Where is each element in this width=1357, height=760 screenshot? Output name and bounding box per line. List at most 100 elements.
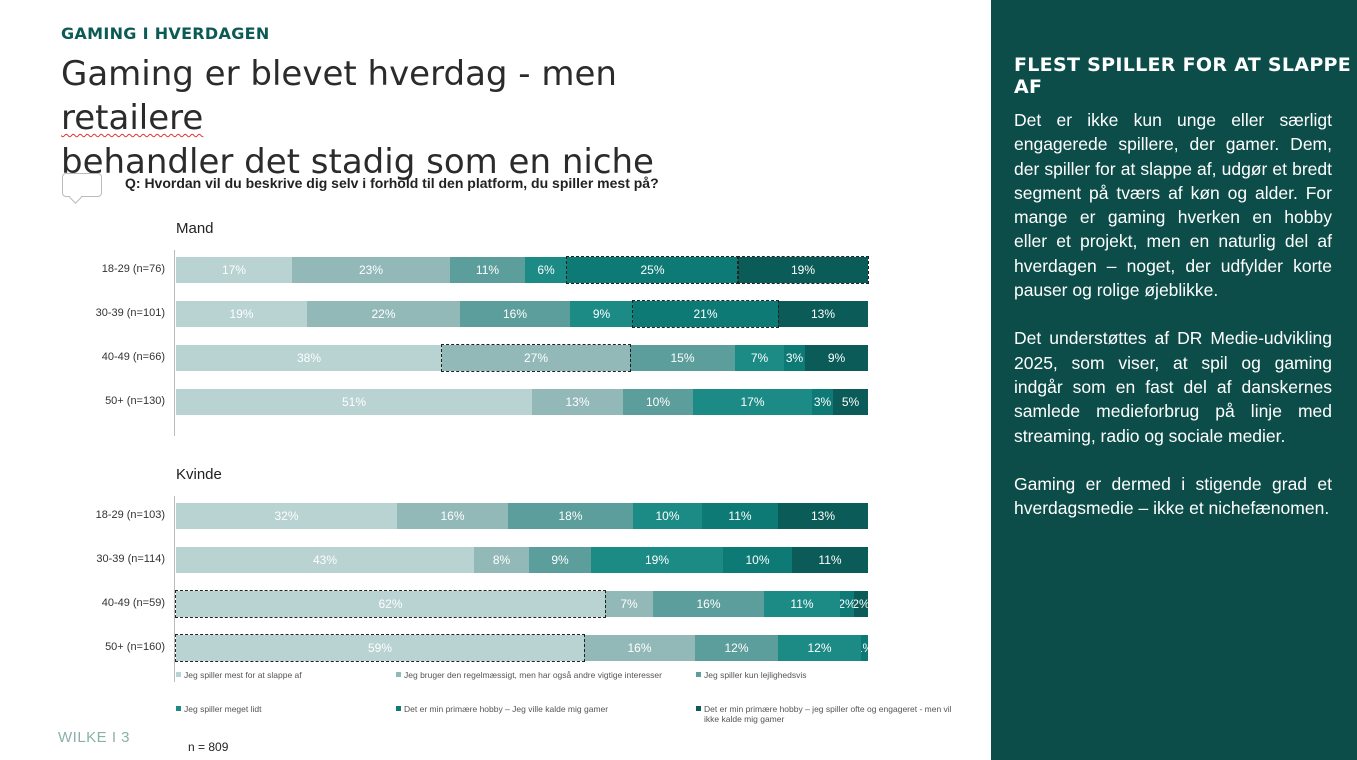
- legend-swatch: [696, 706, 701, 711]
- footer-page-number: WILKE I 3: [58, 729, 131, 746]
- bar-row: 38% 27% 15% 7% 3% 9%: [176, 345, 868, 371]
- bar-segment: 10%: [723, 547, 792, 573]
- legend-swatch: [396, 706, 401, 711]
- section-kicker: GAMING I HVERDAGEN: [61, 24, 270, 43]
- bar-segment: 13%: [532, 389, 623, 415]
- row-label: 50+ (n=130): [105, 395, 165, 407]
- bar-segment: 25%: [567, 257, 738, 283]
- row-label: 40-49 (n=59): [101, 597, 165, 609]
- bar-segment: 13%: [778, 301, 868, 327]
- legend-item: Jeg bruger den regelmæssigt, men har ogs…: [396, 670, 676, 680]
- bar-segment: 11%: [792, 547, 868, 573]
- bar-segment: 16%: [460, 301, 570, 327]
- axis-line: [174, 496, 175, 682]
- legend-item: Jeg spiller kun lejlighedsvis: [696, 670, 896, 680]
- bar-segment: 23%: [292, 257, 450, 283]
- bar-row: 51% 13% 10% 17% 3% 5%: [176, 389, 868, 415]
- row-label: 30-39 (n=114): [96, 553, 165, 565]
- row-label: 18-29 (n=76): [101, 263, 165, 275]
- row-label: 50+ (n=160): [105, 641, 165, 653]
- bar-segment: 27%: [442, 345, 630, 371]
- bar-segment: 9%: [570, 301, 633, 327]
- bar-segment: 15%: [630, 345, 735, 371]
- bar-segment: 10%: [633, 503, 702, 529]
- bar-segment: 3%: [812, 389, 833, 415]
- sidebar-paragraph-3: Gaming er dermed i stigende grad et hver…: [1014, 473, 1332, 519]
- legend-label: Jeg bruger den regelmæssigt, men har ogs…: [404, 670, 662, 680]
- legend-label: Jeg spiller kun lejlighedsvis: [704, 670, 807, 680]
- bar-segment: 13%: [778, 503, 868, 529]
- title-line2: behandler det stadig som en niche: [61, 142, 654, 182]
- bar-segment: 18%: [508, 503, 633, 529]
- bar-segment: 16%: [653, 591, 764, 617]
- bar-segment: 9%: [805, 345, 868, 371]
- bar-row: 62%7%16%11%2%2%: [176, 591, 868, 617]
- bar-segment: 16%: [584, 635, 695, 661]
- axis-line: [174, 250, 175, 436]
- chart-legend: Jeg spiller mest for at slappe af Jeg bru…: [176, 670, 966, 730]
- bar-segment: 19%: [176, 301, 307, 327]
- bar-segment: 2%: [854, 591, 868, 617]
- bar-row: 59%16%12%12%1%: [176, 635, 868, 661]
- bar-segment: 12%: [778, 635, 861, 661]
- title-line1-part-b: retailere: [61, 98, 204, 138]
- bar-segment: 11%: [702, 503, 778, 529]
- bar-row: 19% 22% 16% 9% 21% 13%: [176, 301, 868, 327]
- bar-segment: 9%: [529, 547, 591, 573]
- bar-segment: 38%: [176, 345, 442, 371]
- bar-segment: 2%: [840, 591, 854, 617]
- legend-swatch: [176, 706, 181, 711]
- sidebar-paragraph-1: Det er ikke kun unge eller særligt engag…: [1014, 110, 1332, 301]
- bar-segment: 7%: [605, 591, 653, 617]
- legend-label: Jeg spiller meget lidt: [184, 704, 262, 714]
- bar-segment: 21%: [633, 301, 778, 327]
- bar-row: 32% 16% 18% 10% 11% 13%: [176, 503, 868, 529]
- bar-segment: 3%: [784, 345, 805, 371]
- bar-segment: 6%: [525, 257, 567, 283]
- legend-swatch: [696, 672, 701, 677]
- legend-label: Det er min primære hobby – jeg spiller o…: [704, 704, 952, 724]
- sample-size: n = 809: [188, 740, 229, 754]
- sidebar-title: FLEST SPILLER FOR AT SLAPPE AF: [1014, 54, 1352, 98]
- group-label-kvinde: Kvinde: [176, 466, 222, 483]
- bar-segment: 8%: [474, 547, 529, 573]
- legend-item: Jeg spiller meget lidt: [176, 704, 376, 714]
- legend-swatch: [176, 672, 181, 677]
- bar-segment: 32%: [176, 503, 397, 529]
- legend-item: Det er min primære hobby – Jeg ville kal…: [396, 704, 676, 714]
- legend-swatch: [396, 672, 401, 677]
- page-title: Gaming er blevet hverdag - men retailere…: [61, 52, 761, 184]
- bar-segment: 16%: [397, 503, 508, 529]
- sidebar-body: Det er ikke kun unge eller særligt engag…: [1014, 108, 1332, 544]
- bar-segment: 59%: [176, 635, 584, 661]
- bar-segment: 17%: [176, 257, 292, 283]
- legend-label: Det er min primære hobby – Jeg ville kal…: [404, 704, 609, 714]
- bar-row: 43% 8% 9% 19% 10% 11%: [176, 547, 868, 573]
- sidebar-panel: FLEST SPILLER FOR AT SLAPPE AF Det er ik…: [991, 0, 1357, 760]
- bar-segment: 1%: [861, 635, 868, 661]
- survey-question: Q: Hvordan vil du beskrive dig selv i fo…: [125, 175, 659, 191]
- bar-segment: 12%: [695, 635, 778, 661]
- legend-item: Jeg spiller mest for at slappe af: [176, 670, 376, 680]
- legend-label: Jeg spiller mest for at slappe af: [184, 670, 302, 680]
- speech-bubble-icon: [62, 173, 102, 197]
- row-label: 30-39 (n=101): [95, 307, 165, 319]
- main-panel: GAMING I HVERDAGEN Gaming er blevet hver…: [0, 0, 991, 760]
- row-label: 18-29 (n=103): [95, 509, 165, 521]
- bar-row: 17% 23% 11% 6% 25% 19%: [176, 257, 868, 283]
- bar-segment: 10%: [623, 389, 693, 415]
- bar-segment: 11%: [764, 591, 840, 617]
- sidebar-paragraph-2: Det understøttes af DR Medie-udvikling 2…: [1014, 328, 1332, 446]
- bar-segment: 11%: [450, 257, 525, 283]
- bar-segment: 5%: [833, 389, 868, 415]
- bar-segment: 22%: [307, 301, 460, 327]
- bar-segment: 17%: [693, 389, 812, 415]
- bar-segment: 7%: [735, 345, 784, 371]
- title-line1-part-a: Gaming er blevet hverdag - men: [61, 54, 617, 94]
- bar-segment: 43%: [176, 547, 474, 573]
- group-label-mand: Mand: [176, 220, 214, 237]
- bar-segment: 51%: [176, 389, 532, 415]
- bar-segment: 19%: [738, 257, 868, 283]
- bar-segment: 62%: [176, 591, 605, 617]
- bar-segment: 19%: [591, 547, 723, 573]
